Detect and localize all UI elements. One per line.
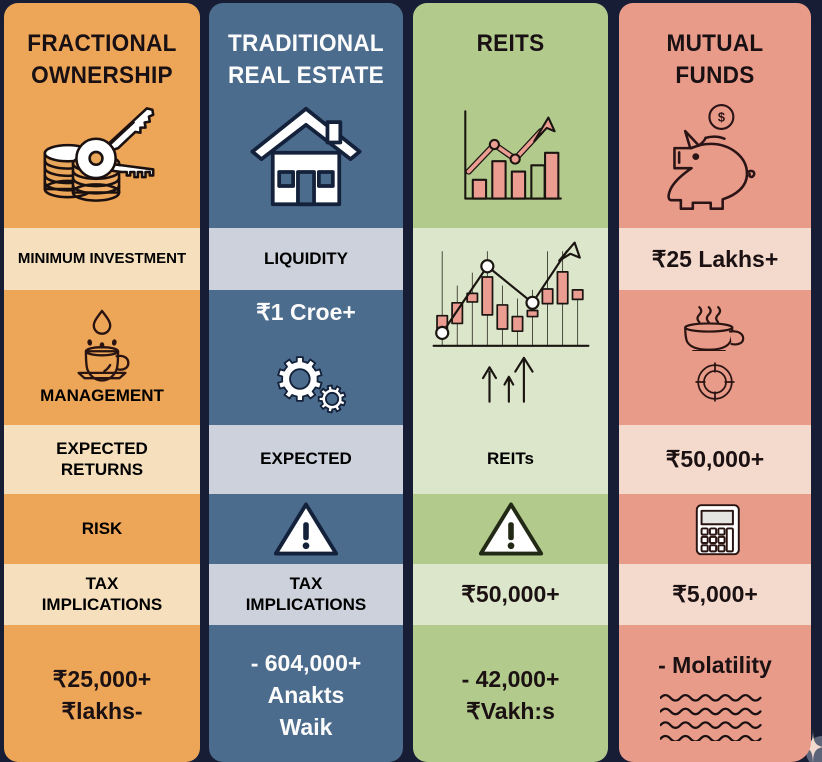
svg-text:$: $: [718, 109, 725, 124]
